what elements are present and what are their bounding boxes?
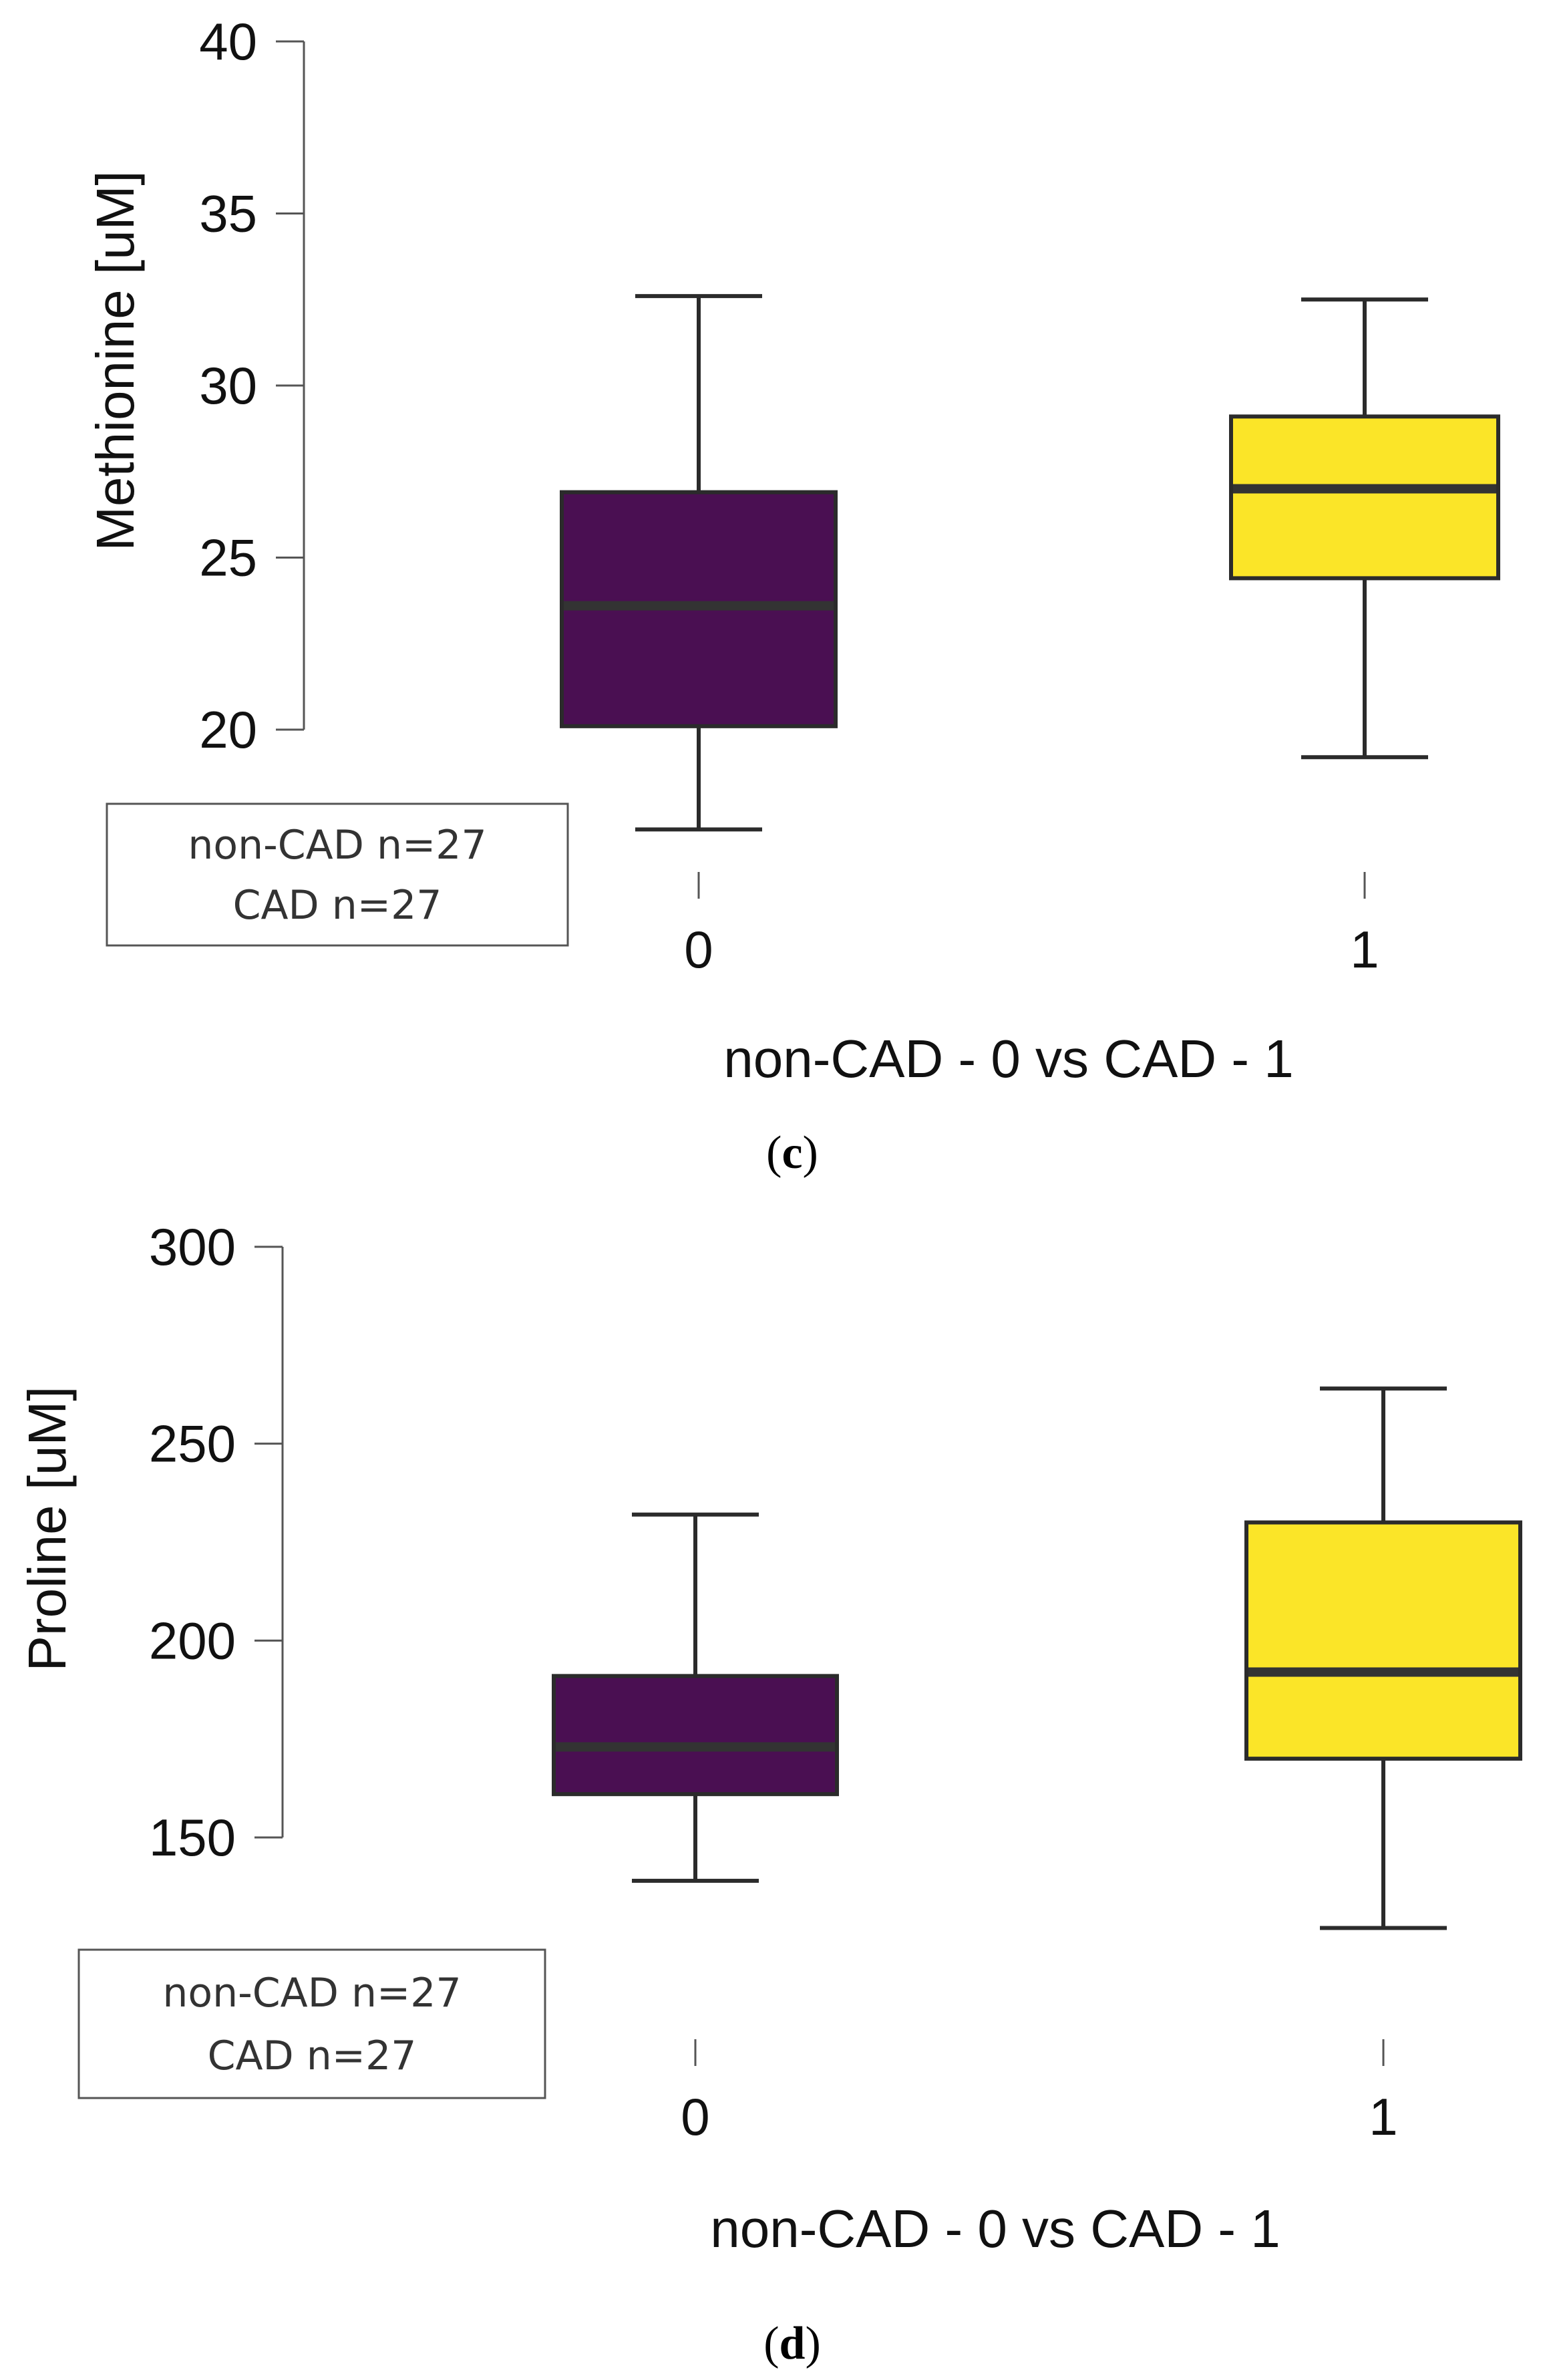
panel-c-methionine-chart: 20 25 30 35 40 Methionine [uM] 0 1 non-CAD -… [85,12,1500,1179]
d-legend-entry-1: CAD n=27 [208,2033,417,2079]
c-legend-box [106,802,569,947]
c-y-tick-label-1: 25 [199,529,257,587]
c-y-axis-label: Methionine [uM] [85,170,145,551]
d-legend-entry-0: non-CAD n=27 [162,1970,461,2017]
d-y-tick-label-0: 150 [149,1808,236,1867]
d-boxes [552,1386,1522,1930]
d-y-tick-label-3: 300 [149,1217,236,1276]
d-panel-label: (d) [763,2318,821,2369]
d-box-1-iqr [1244,1520,1522,1761]
d-y-tick-label-2: 250 [149,1415,236,1473]
d-y-axis-label: Proline [uM] [17,1386,77,1672]
c-x-tick-label-0: 0 [684,920,713,979]
c-y-tick-label-2: 30 [199,356,257,415]
c-boxes [560,294,1500,832]
c-legend-entry-1: CAD n=27 [233,882,442,929]
c-y-ticks: 20 25 30 35 40 [199,12,304,759]
d-x-axis-label: non-CAD - 0 vs CAD - 1 [710,2199,1280,2258]
d-x-tick-label-0: 0 [681,2087,709,2146]
c-x-axis-label: non-CAD - 0 vs CAD - 1 [723,1029,1294,1088]
c-panel-label: (c) [766,1127,818,1179]
panel-d-proline-chart: 150 200 250 300 Proline [uM] 0 1 non-CAD - … [17,1217,1522,2369]
c-x-tick-label-1: 1 [1350,920,1379,979]
d-legend-box [77,1948,546,2099]
d-y-ticks: 150 200 250 300 [149,1217,283,1867]
c-y-tick-label-3: 35 [199,184,257,243]
c-box-1-iqr [1229,414,1500,581]
d-box-0-iqr [552,1674,839,1797]
d-y-tick-label-1: 200 [149,1611,236,1670]
c-y-tick-label-0: 20 [199,700,257,759]
c-y-tick-label-4: 40 [199,12,257,71]
d-x-tick-label-1: 1 [1369,2087,1397,2146]
c-legend-entry-0: non-CAD n=27 [188,822,486,869]
